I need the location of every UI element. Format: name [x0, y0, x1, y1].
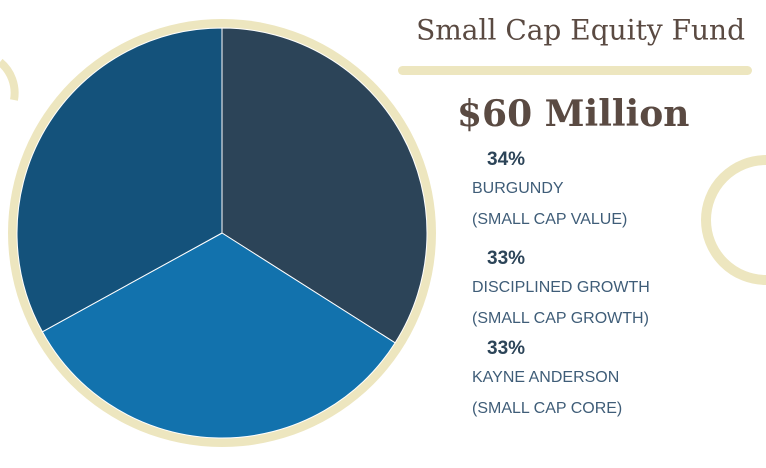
legend-label: BURGUNDY [472, 180, 564, 197]
legend-value: 33% [487, 248, 525, 269]
legend-value: 34% [487, 149, 525, 170]
pie-slice [221, 27, 428, 344]
chart-subtitle: $60 Million [457, 93, 689, 135]
decor-arc [0, 58, 19, 101]
legend-description: (SMALL CAP VALUE) [472, 211, 627, 228]
legend-label: KAYNE ANDERSON [472, 369, 619, 386]
legend-description: (SMALL CAP GROWTH) [472, 310, 649, 327]
pie-slice [16, 27, 223, 333]
legend-value: 33% [487, 338, 525, 359]
pie-slice [41, 232, 396, 439]
legend-label: DISCIPLINED GROWTH [472, 279, 650, 296]
chart-title: Small Cap Equity Fund [416, 14, 745, 47]
legend-description: (SMALL CAP CORE) [472, 400, 622, 417]
title-underline [398, 66, 752, 75]
decor-arc [701, 155, 766, 285]
